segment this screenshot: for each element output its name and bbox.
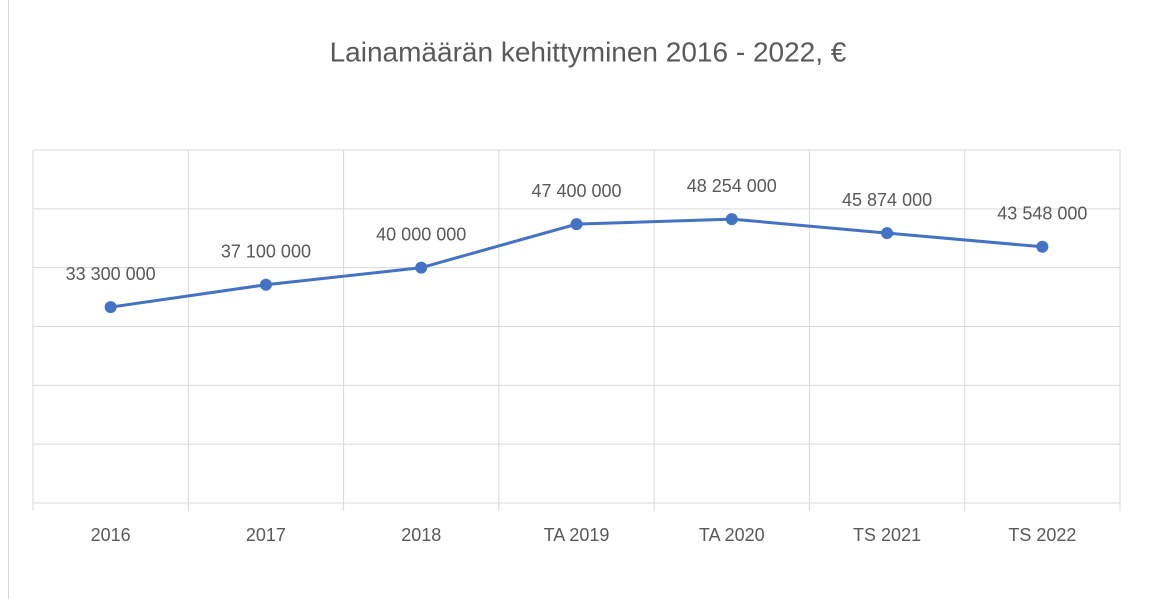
- data-label: 33 300 000: [66, 264, 156, 284]
- x-tick-label: TS 2021: [853, 525, 921, 545]
- data-label: 47 400 000: [531, 181, 621, 201]
- data-label: 37 100 000: [221, 241, 311, 261]
- point: [415, 261, 428, 274]
- chart-title: Lainamäärän kehittyminen 2016 - 2022, €: [330, 36, 847, 67]
- data-label: 48 254 000: [687, 176, 777, 196]
- data-label: 45 874 000: [842, 190, 932, 210]
- x-tick-label: TA 2019: [544, 525, 610, 545]
- point: [104, 301, 117, 314]
- x-tick-label: 2018: [401, 525, 441, 545]
- line: [110, 217, 1043, 309]
- point: [570, 218, 583, 231]
- point: [259, 278, 272, 291]
- point: [881, 227, 894, 240]
- x-tick-label: TS 2022: [1008, 525, 1076, 545]
- point: [1036, 240, 1049, 253]
- x-tick-label: 2016: [91, 525, 131, 545]
- data-label: 40 000 000: [376, 224, 466, 244]
- point: [725, 213, 738, 226]
- x-tick-label: 2017: [246, 525, 286, 545]
- data-label: 43 548 000: [997, 204, 1087, 224]
- x-tick-label: TA 2020: [699, 525, 765, 545]
